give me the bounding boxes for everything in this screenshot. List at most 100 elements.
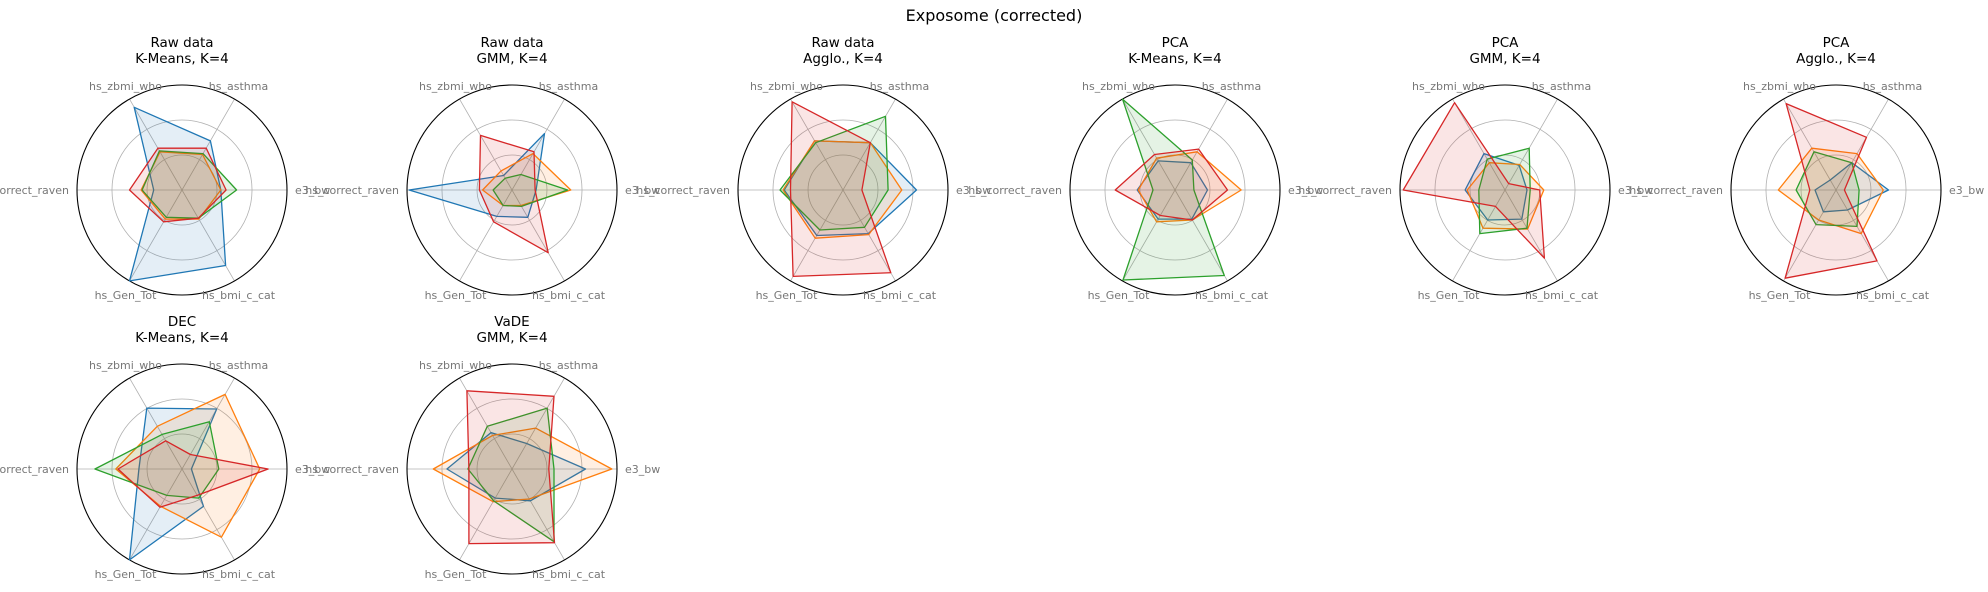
grid-spoke bbox=[1122, 189, 1176, 282]
axis-label: hs_zbmi_who bbox=[419, 80, 492, 93]
series-1-polygon bbox=[446, 431, 587, 502]
axis-label: hs_zbmi_who bbox=[1412, 80, 1485, 93]
axis-label: hs_correct_raven bbox=[636, 184, 730, 197]
axis-label: hs_zbmi_who bbox=[89, 80, 162, 93]
axis-label: hs_bmi_c_cat bbox=[532, 568, 606, 581]
chart-title: GMM, K=4 bbox=[476, 51, 547, 67]
axis-label: hs_Gen_Tot bbox=[95, 289, 158, 302]
radar-chart-8: e3_bw hs_asthma hs_zbmi_who hs_correct_rave… bbox=[305, 314, 660, 581]
grid-spoke bbox=[842, 189, 896, 282]
chart-title: K-Means, K=4 bbox=[135, 51, 228, 67]
axis-label: hs_Gen_Tot bbox=[425, 568, 488, 581]
grid-spoke bbox=[129, 98, 183, 191]
axis-label: hs_zbmi_who bbox=[1082, 80, 1155, 93]
axis-label: hs_Gen_Tot bbox=[1749, 289, 1812, 302]
series-3-polygon bbox=[1795, 151, 1860, 228]
radar-chart-1: e3_bw hs_asthma hs_zbmi_who hs_correct_rave… bbox=[0, 35, 330, 302]
axis-label: hs_asthma bbox=[1202, 80, 1261, 93]
series-4-polygon bbox=[789, 101, 892, 278]
axis-label: e3_bw bbox=[1288, 184, 1323, 197]
series-2-polygon bbox=[1466, 162, 1545, 230]
chart-title: Raw data bbox=[811, 35, 874, 51]
grid-spoke bbox=[790, 98, 844, 191]
series-3-polygon bbox=[1121, 98, 1225, 281]
axis-label: hs_asthma bbox=[1863, 80, 1922, 93]
series-2-polygon bbox=[115, 393, 261, 538]
axis-label: hs_Gen_Tot bbox=[756, 289, 819, 302]
axis-label: e3_bw bbox=[1949, 184, 1984, 197]
chart-title: K-Means, K=4 bbox=[135, 330, 228, 346]
grid-spoke bbox=[511, 468, 565, 561]
series-1-polygon bbox=[1136, 160, 1209, 220]
axis-label: hs_zbmi_who bbox=[419, 359, 492, 372]
grid-spoke bbox=[459, 468, 513, 561]
series-3-polygon bbox=[94, 421, 220, 499]
grid-spoke bbox=[1174, 98, 1228, 191]
axis-label: hs_Gen_Tot bbox=[1418, 289, 1481, 302]
series-4-polygon bbox=[1402, 102, 1546, 259]
axis-label: hs_correct_raven bbox=[305, 463, 399, 476]
grid-spoke bbox=[1835, 98, 1889, 191]
grid-spoke bbox=[129, 189, 183, 282]
chart-title: Raw data bbox=[150, 35, 213, 51]
axis-label: e3_bw bbox=[625, 184, 660, 197]
chart-title: PCA bbox=[1492, 35, 1520, 51]
axis-label: hs_correct_raven bbox=[305, 184, 399, 197]
axis-label: hs_correct_raven bbox=[0, 184, 69, 197]
axis-label: hs_correct_raven bbox=[968, 184, 1062, 197]
axis-label: hs_asthma bbox=[539, 80, 598, 93]
series-4-polygon bbox=[1784, 102, 1878, 279]
axis-label: hs_zbmi_who bbox=[89, 359, 162, 372]
series-2-polygon bbox=[481, 152, 572, 207]
radar-frame bbox=[76, 363, 288, 575]
axis-label: hs_bmi_c_cat bbox=[1856, 289, 1930, 302]
series-4-polygon bbox=[1114, 148, 1229, 221]
axis-label: hs_correct_raven bbox=[1629, 184, 1723, 197]
axis-label: hs_bmi_c_cat bbox=[1195, 289, 1269, 302]
axis-label: e3_bw bbox=[625, 463, 660, 476]
series-1-polygon bbox=[128, 106, 227, 282]
grid-spoke bbox=[181, 468, 235, 561]
axis-label: e3_bw bbox=[295, 184, 330, 197]
axis-label: e3_bw bbox=[956, 184, 991, 197]
axis-label: e3_bw bbox=[1618, 184, 1653, 197]
grid-spoke bbox=[1452, 189, 1506, 282]
axis-label: hs_asthma bbox=[870, 80, 929, 93]
axis-label: e3_bw bbox=[295, 463, 330, 476]
radar-chart-3: e3_bw hs_asthma hs_zbmi_who hs_correct_rave… bbox=[636, 35, 991, 302]
grid-spoke bbox=[1504, 189, 1558, 282]
grid-spoke bbox=[1122, 98, 1176, 191]
grid-spoke bbox=[129, 468, 183, 561]
grid-spoke bbox=[459, 98, 513, 191]
axis-label: hs_asthma bbox=[209, 80, 268, 93]
axis-label: hs_asthma bbox=[1532, 80, 1591, 93]
grid-spoke bbox=[1452, 98, 1506, 191]
grid-spoke bbox=[842, 98, 896, 191]
series-3-polygon bbox=[492, 173, 569, 208]
radar-chart-6: e3_bw hs_asthma hs_zbmi_who hs_correct_rave… bbox=[1629, 35, 1984, 302]
figure-title: Exposome (corrected) bbox=[905, 6, 1083, 25]
axis-label: hs_asthma bbox=[539, 359, 598, 372]
axis-label: hs_Gen_Tot bbox=[95, 568, 158, 581]
chart-title: VaDE bbox=[494, 314, 529, 330]
chart-title: K-Means, K=4 bbox=[1128, 51, 1221, 67]
series-3-polygon bbox=[779, 115, 889, 231]
series-4-polygon bbox=[117, 440, 269, 508]
grid-spoke bbox=[181, 98, 235, 191]
grid-spoke bbox=[1504, 98, 1558, 191]
axis-label: hs_bmi_c_cat bbox=[532, 289, 606, 302]
radar-frame bbox=[1399, 84, 1611, 296]
chart-title: Agglo., K=4 bbox=[803, 51, 883, 67]
grid-spoke bbox=[129, 377, 183, 470]
chart-title: PCA bbox=[1162, 35, 1190, 51]
chart-title: GMM, K=4 bbox=[476, 330, 547, 346]
chart-title: DEC bbox=[168, 314, 196, 330]
grid-spoke bbox=[1835, 189, 1889, 282]
axis-label: hs_correct_raven bbox=[1298, 184, 1392, 197]
axis-label: hs_Gen_Tot bbox=[425, 289, 488, 302]
radar-chart-2: e3_bw hs_asthma hs_zbmi_who hs_correct_rave… bbox=[305, 35, 660, 302]
axis-label: hs_bmi_c_cat bbox=[202, 289, 276, 302]
radar-chart-4: e3_bw hs_asthma hs_zbmi_who hs_correct_rave… bbox=[968, 35, 1323, 302]
grid-spoke bbox=[181, 377, 235, 470]
grid-spoke bbox=[1783, 98, 1837, 191]
